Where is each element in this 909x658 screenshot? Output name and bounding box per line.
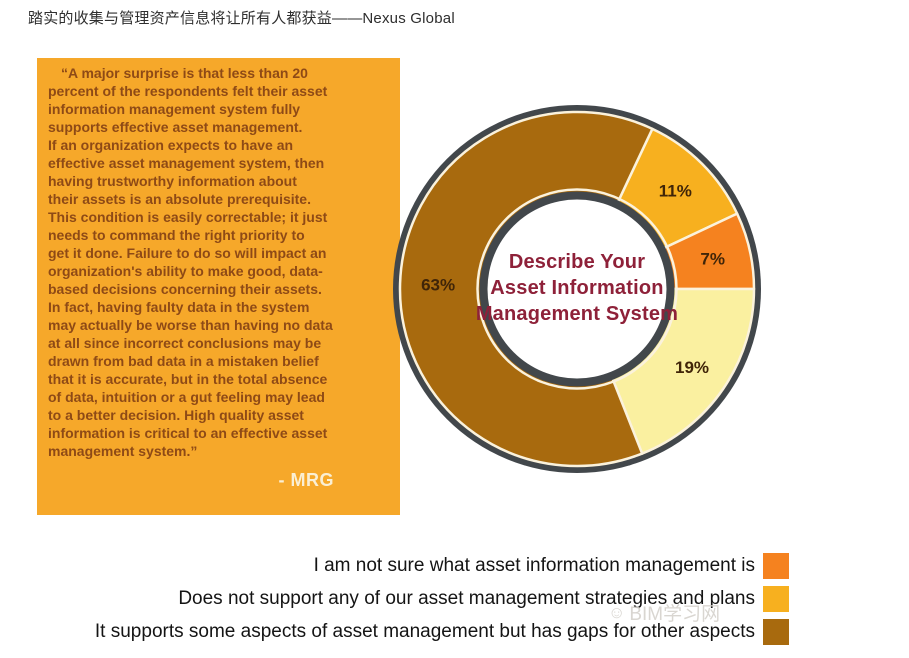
donut-center-label: Describe Your Asset Information Manageme…	[475, 251, 679, 325]
donut-percent-label: 11%	[659, 182, 692, 201]
donut-chart: 11% 7% 19% 63%	[393, 105, 761, 473]
donut-percent-label: 19%	[675, 358, 709, 377]
quote-attribution: - MRG	[278, 470, 334, 490]
legend-item: I am not sure what asset information man…	[314, 553, 789, 579]
donut-hole	[487, 199, 667, 379]
legend-swatch	[763, 553, 789, 579]
donut-inner-separator	[476, 188, 678, 390]
page-title: 踏实的收集与管理资产信息将让所有人都获益——Nexus Global	[28, 10, 455, 27]
donut-percent-label: 63%	[421, 276, 455, 295]
legend-swatch	[763, 619, 789, 645]
donut-percent-label: 7%	[700, 250, 725, 269]
legend-label: Does not support any of our asset manage…	[178, 588, 755, 609]
quote-text: “A major surprise is that less than 20 p…	[48, 65, 333, 459]
quote-panel: “A major surprise is that less than 20 p…	[37, 58, 400, 515]
legend-label: It supports some aspects of asset manage…	[94, 621, 755, 642]
legend-swatch	[763, 586, 789, 612]
legend-item: It supports some aspects of asset manage…	[95, 619, 789, 645]
legend-label: I am not sure what asset information man…	[313, 555, 755, 576]
legend-item: Does not support any of our asset manage…	[178, 586, 789, 612]
chart-legend: I am not sure what asset information man…	[95, 553, 789, 645]
